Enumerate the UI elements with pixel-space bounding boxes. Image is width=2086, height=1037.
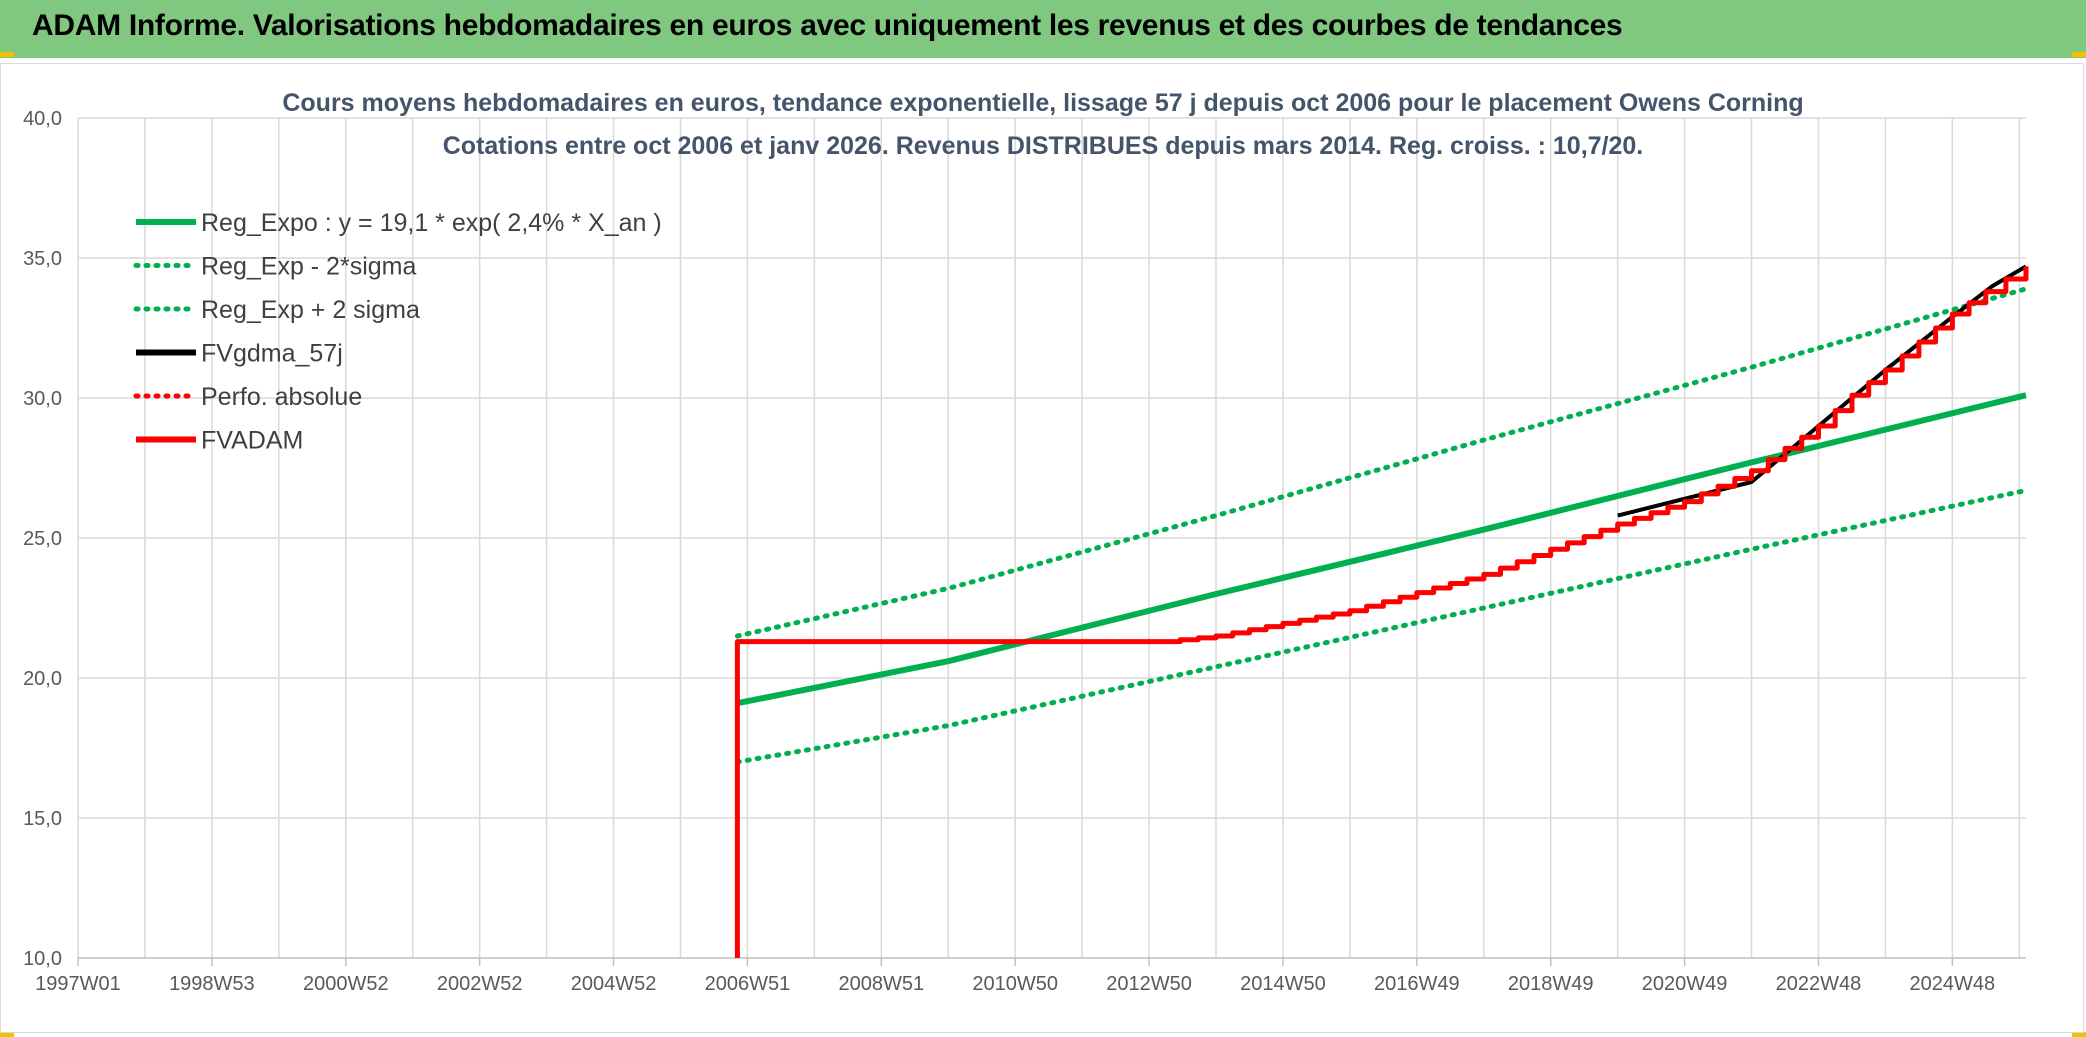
page-title: ADAM Informe. Valorisations hebdomadaire… [32, 9, 1623, 42]
x-tick-label: 2000W52 [303, 973, 389, 995]
legend-label: Reg_Exp - 2*sigma [201, 253, 416, 281]
x-tick-label: 2016W49 [1374, 973, 1460, 995]
header-banner: ADAM Informe. Valorisations hebdomadaire… [0, 0, 2086, 58]
y-tick-label: 30,0 [23, 388, 62, 410]
x-tick-label: 2014W50 [1240, 973, 1326, 995]
gridlines [77, 117, 2026, 958]
x-tick-label: 1997W01 [35, 973, 121, 995]
chart-title-group: Cours moyens hebdomadaires en euros, ten… [282, 89, 1803, 160]
chart-title-line-1: Cours moyens hebdomadaires en euros, ten… [282, 89, 1803, 117]
legend-label: Reg_Exp + 2 sigma [201, 296, 420, 324]
axes: 10,0 15,0 20,0 25,0 30,0 35,0 40,0 1997W01 1998W… [23, 108, 2026, 995]
y-tick-label: 35,0 [23, 248, 62, 270]
legend-label: Reg_Expo : y = 19,1 * exp( 2,4% * X_an ) [201, 209, 662, 237]
x-tick-label: 2022W48 [1776, 973, 1862, 995]
accent-mark-left [0, 52, 14, 57]
x-tick-label: 2004W52 [571, 973, 657, 995]
banner-divider [0, 58, 2086, 63]
legend: Reg_Expo : y = 19,1 * exp( 2,4% * X_an )… [133, 209, 662, 455]
chart-title-line-2: Cotations entre oct 2006 et janv 2026. R… [443, 132, 1644, 160]
series-reg-plus-2sigma [734, 286, 2029, 639]
accent-mark-right [2072, 52, 2086, 57]
y-tick-label: 40,0 [23, 108, 62, 130]
y-tick-label: 15,0 [23, 808, 62, 830]
accent-mark-bottom-left [0, 1032, 14, 1037]
legend-label: Perfo. absolue [201, 383, 362, 411]
legend-label: FVgdma_57j [201, 340, 343, 368]
x-tick-label: 2020W49 [1642, 973, 1728, 995]
y-tick-label: 25,0 [23, 528, 62, 550]
x-tick-label: 2024W48 [1910, 973, 1996, 995]
x-tick-label: 2002W52 [437, 973, 523, 995]
series-reg-expo [736, 392, 2027, 707]
chart-frame [0, 63, 2084, 1033]
accent-mark-bottom-right [2072, 1032, 2086, 1037]
legend-label: FVADAM [201, 427, 303, 455]
x-tick-label: 2012W50 [1106, 973, 1192, 995]
x-tick-label: 2010W50 [972, 973, 1058, 995]
x-tick-label: 2006W51 [705, 973, 791, 995]
x-tick-label: 2008W51 [838, 973, 924, 995]
x-tick-label: 1998W53 [169, 973, 255, 995]
series-lines [734, 264, 2029, 958]
x-tick-label: 2018W49 [1508, 973, 1594, 995]
y-tick-label: 10,0 [23, 948, 62, 970]
y-tick-label: 20,0 [23, 668, 62, 690]
series-reg-minus-2sigma [734, 487, 2029, 765]
series-fvadam [734, 266, 2029, 958]
